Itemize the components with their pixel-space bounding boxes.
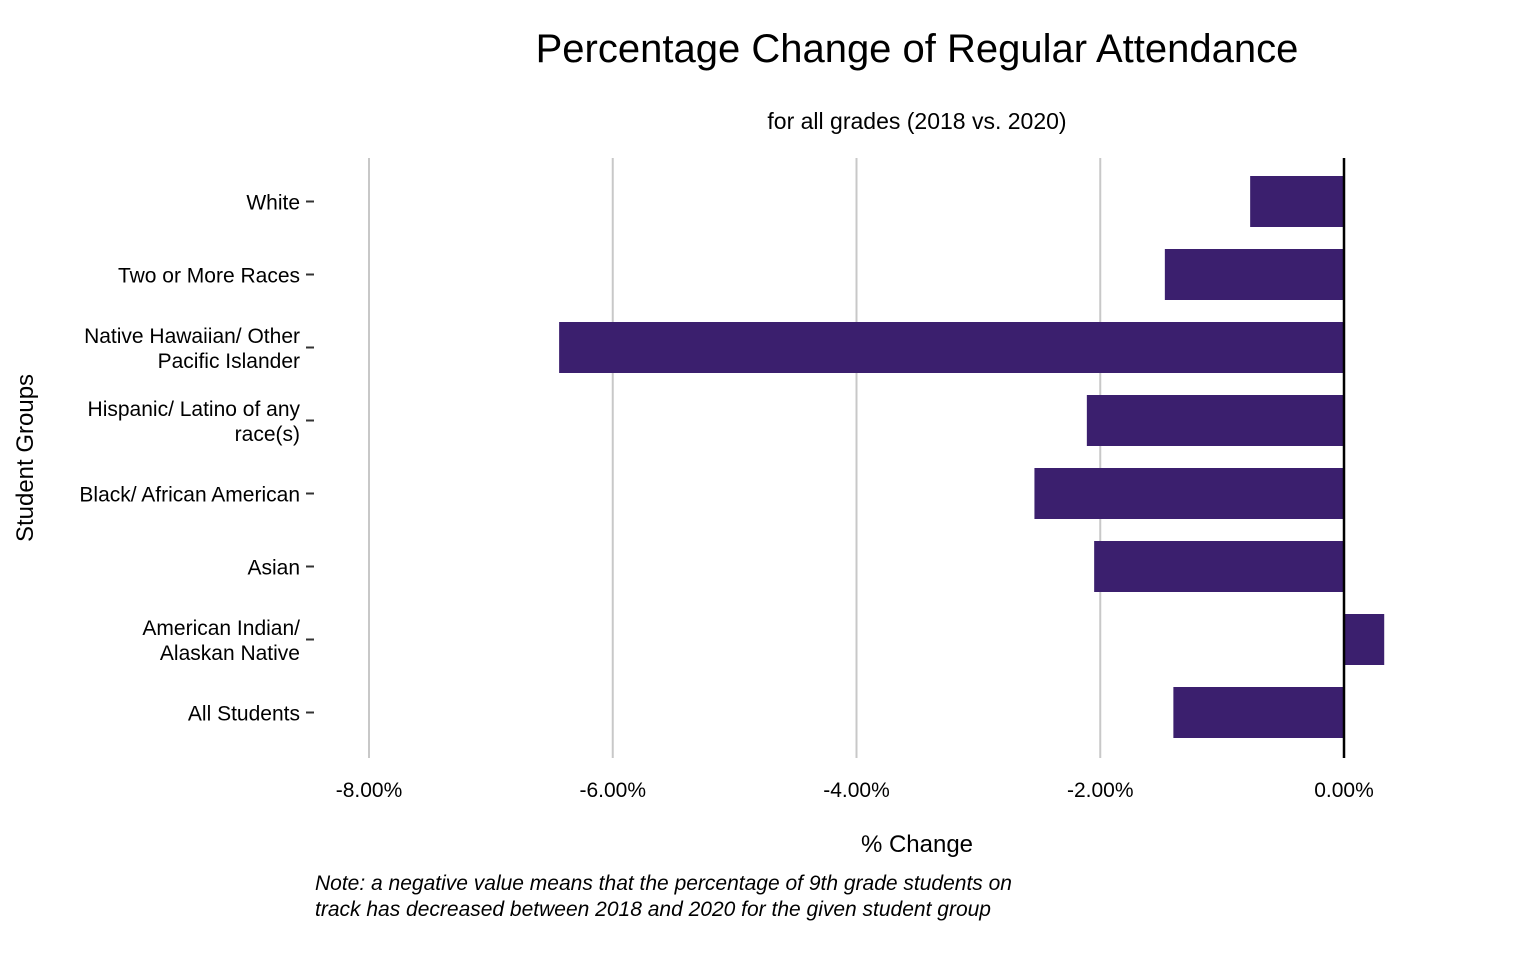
x-tick-label: -4.00%: [823, 779, 890, 802]
x-tick-label: 0.00%: [1314, 779, 1374, 802]
bar: [1173, 687, 1344, 738]
y-tick-label: Black/ African American: [79, 484, 300, 507]
x-gridlines: [368, 158, 1102, 758]
bar: [1034, 468, 1344, 519]
bars: [559, 176, 1385, 738]
y-tick-label: All Students: [188, 703, 300, 726]
x-tick-label: -8.00%: [336, 779, 403, 802]
x-axis-label: % Change: [861, 831, 973, 858]
note-line: Note: a negative value means that the pe…: [315, 872, 1012, 895]
y-tick-label: Pacific Islander: [158, 350, 300, 373]
y-tick-label: American Indian/: [142, 617, 300, 640]
bar: [1164, 249, 1344, 300]
y-tick-label: Alaskan Native: [160, 642, 300, 665]
bar: [1086, 395, 1344, 446]
bar: [559, 322, 1344, 373]
y-tick-labels: White Two or More Races Native Hawaiian/ O…: [79, 192, 314, 726]
bar: [1250, 176, 1344, 227]
x-tick-label: -2.00%: [1067, 779, 1134, 802]
y-tick-label: race(s): [235, 423, 300, 446]
chart-subtitle: for all grades (2018 vs. 2020): [767, 108, 1066, 134]
y-tick-label: Two or More Races: [118, 265, 300, 288]
y-tick-label: Hispanic/ Latino of any: [88, 398, 301, 421]
bar: [1094, 541, 1344, 592]
chart-title: Percentage Change of Regular Attendance: [536, 27, 1299, 71]
x-tick-labels: -8.00% -6.00% -4.00% -2.00% 0.00%: [336, 779, 1374, 802]
y-tick-label: Asian: [247, 557, 300, 580]
y-tick-label: Native Hawaiian/ Other: [84, 325, 300, 348]
y-tick-label: White: [246, 192, 300, 215]
x-tick-label: -6.00%: [579, 779, 646, 802]
bar: [1344, 614, 1385, 665]
note-line: track has decreased between 2018 and 202…: [315, 898, 991, 921]
chart-note: Note: a negative value means that the pe…: [315, 871, 1215, 923]
y-axis-label: Student Groups: [12, 374, 39, 542]
